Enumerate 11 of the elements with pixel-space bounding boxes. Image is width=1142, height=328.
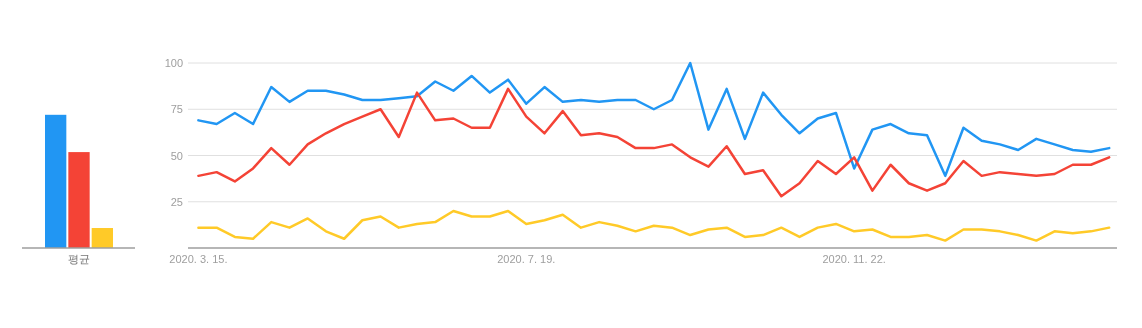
y-tick-label: 100: [164, 57, 183, 69]
x-tick-label: 평균: [68, 253, 90, 265]
line-series: [197, 61, 1111, 178]
x-tick-label: 2020. 11. 22.: [822, 253, 886, 265]
y-tick-label: 75: [170, 103, 183, 116]
y-tick-label: 25: [170, 195, 183, 208]
line-series: [197, 209, 1111, 242]
x-tick-label: 2020. 3. 15.: [169, 253, 228, 265]
y-tick-label: 50: [170, 149, 183, 162]
x-tick-label: 2020. 7. 19.: [497, 253, 556, 265]
line-series: [197, 87, 1111, 198]
